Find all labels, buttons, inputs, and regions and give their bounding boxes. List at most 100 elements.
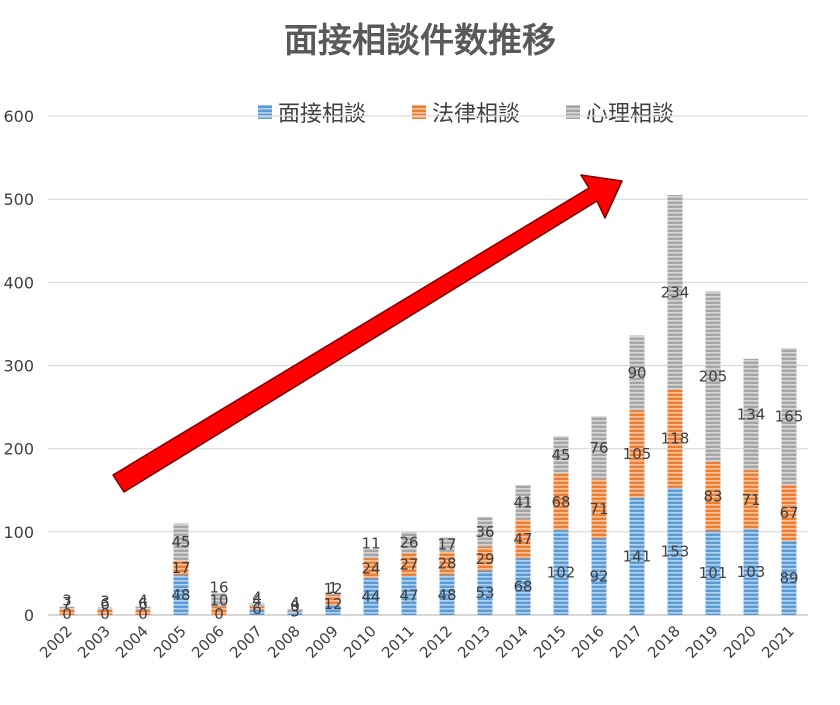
- bar-segment: [591, 416, 607, 480]
- data-label: 92: [589, 568, 608, 586]
- data-label: 6: [252, 600, 262, 618]
- bar-segment: [97, 607, 113, 611]
- bar-segment: [781, 348, 797, 486]
- bar-segment: [553, 436, 569, 474]
- bar-segment: [59, 609, 75, 615]
- data-label: 103: [737, 563, 766, 581]
- data-label: 134: [737, 406, 766, 424]
- bar-segment: [553, 473, 569, 531]
- data-label: 1: [328, 579, 338, 597]
- bar-segment: [249, 610, 265, 615]
- bar-segment: [211, 606, 227, 615]
- bar-segment: [515, 558, 531, 615]
- y-tick-label: 0: [24, 606, 34, 625]
- data-label: 234: [661, 283, 690, 301]
- x-tick-label: 2021: [758, 622, 798, 662]
- data-label: 26: [399, 534, 418, 552]
- x-tick-label: 2006: [188, 622, 228, 662]
- bar-segment: [249, 603, 265, 607]
- bar-segment: [439, 575, 455, 615]
- bar-segment: [135, 610, 151, 615]
- data-label: 4: [290, 594, 300, 612]
- trend-arrow: [112, 174, 623, 493]
- bar-segment: [667, 389, 683, 488]
- data-label: 7: [62, 594, 72, 612]
- x-axis: 2002200320042005200620072008200920102011…: [36, 622, 798, 662]
- x-tick-label: 2014: [492, 622, 532, 662]
- data-label: 53: [475, 584, 494, 602]
- x-tick-label: 2018: [644, 622, 684, 662]
- legend-swatch: [412, 105, 426, 119]
- data-label: 102: [547, 564, 576, 582]
- bar-segment: [363, 578, 379, 615]
- bar-segment: [401, 575, 417, 615]
- y-tick-label: 200: [3, 440, 34, 459]
- data-label: 71: [589, 500, 608, 518]
- data-label: 17: [437, 536, 456, 554]
- y-tick-label: 600: [3, 107, 34, 126]
- data-label: 28: [437, 554, 456, 572]
- data-label: 29: [475, 550, 494, 568]
- legend-swatch: [258, 105, 272, 119]
- bar-segment: [477, 570, 493, 615]
- bar-segment: [325, 595, 341, 606]
- data-label: 48: [171, 586, 190, 604]
- y-tick-label: 300: [3, 357, 34, 376]
- data-label: 165: [775, 408, 804, 426]
- data-label: 27: [399, 556, 418, 574]
- bar-segment: [439, 551, 455, 576]
- legend-item: 面接相談: [258, 102, 366, 127]
- bar-segment: [705, 531, 721, 615]
- bar-segment: [629, 497, 645, 615]
- data-label: 0: [138, 605, 148, 623]
- legend-swatch: [566, 105, 580, 119]
- x-tick-label: 2019: [682, 622, 722, 662]
- data-label: 3: [290, 603, 300, 621]
- bar-segment: [249, 606, 265, 611]
- x-tick-label: 2012: [416, 622, 456, 662]
- bar-segment: [363, 549, 379, 559]
- x-tick-label: 2009: [302, 622, 342, 662]
- data-label: 47: [399, 586, 418, 604]
- bar-segment: [553, 530, 569, 615]
- x-tick-label: 2005: [150, 622, 190, 662]
- bar-segment: [477, 546, 493, 571]
- bar-segment: [705, 461, 721, 532]
- data-label: 41: [513, 493, 532, 511]
- data-label: 153: [661, 542, 690, 560]
- bar-segment: [743, 470, 759, 530]
- data-label: 90: [627, 364, 646, 382]
- data-label: 83: [703, 487, 722, 505]
- data-label: 0: [290, 598, 300, 616]
- x-tick-label: 2002: [36, 622, 76, 662]
- x-tick-label: 2016: [568, 622, 608, 662]
- legend-label: 法律相談: [432, 102, 520, 127]
- data-label: 3: [62, 592, 72, 610]
- bar-segment: [97, 610, 113, 615]
- bars: [59, 195, 797, 615]
- data-label: 68: [513, 578, 532, 596]
- legend-item: 法律相談: [412, 102, 520, 127]
- gridlines: [48, 115, 808, 616]
- data-label: 4: [138, 592, 148, 610]
- data-label: 105: [623, 445, 652, 463]
- data-label: 11: [361, 534, 380, 552]
- legend: 面接相談 法律相談 心理相談: [258, 102, 674, 127]
- bar-segment: [135, 606, 151, 611]
- bar-segment: [515, 519, 531, 559]
- x-tick-label: 2010: [340, 622, 380, 662]
- data-label: 45: [171, 533, 190, 551]
- bar-segment: [743, 358, 759, 471]
- bar-segment: [325, 594, 341, 596]
- bar-segment: [743, 529, 759, 615]
- data-label: 68: [551, 493, 570, 511]
- data-label: 0: [100, 605, 110, 623]
- data-label: 101: [699, 564, 728, 582]
- bar-segment: [629, 335, 645, 411]
- data-label: 4: [252, 588, 262, 606]
- x-tick-label: 2004: [112, 622, 152, 662]
- bar-segment: [401, 531, 417, 554]
- bar-segment: [211, 593, 227, 607]
